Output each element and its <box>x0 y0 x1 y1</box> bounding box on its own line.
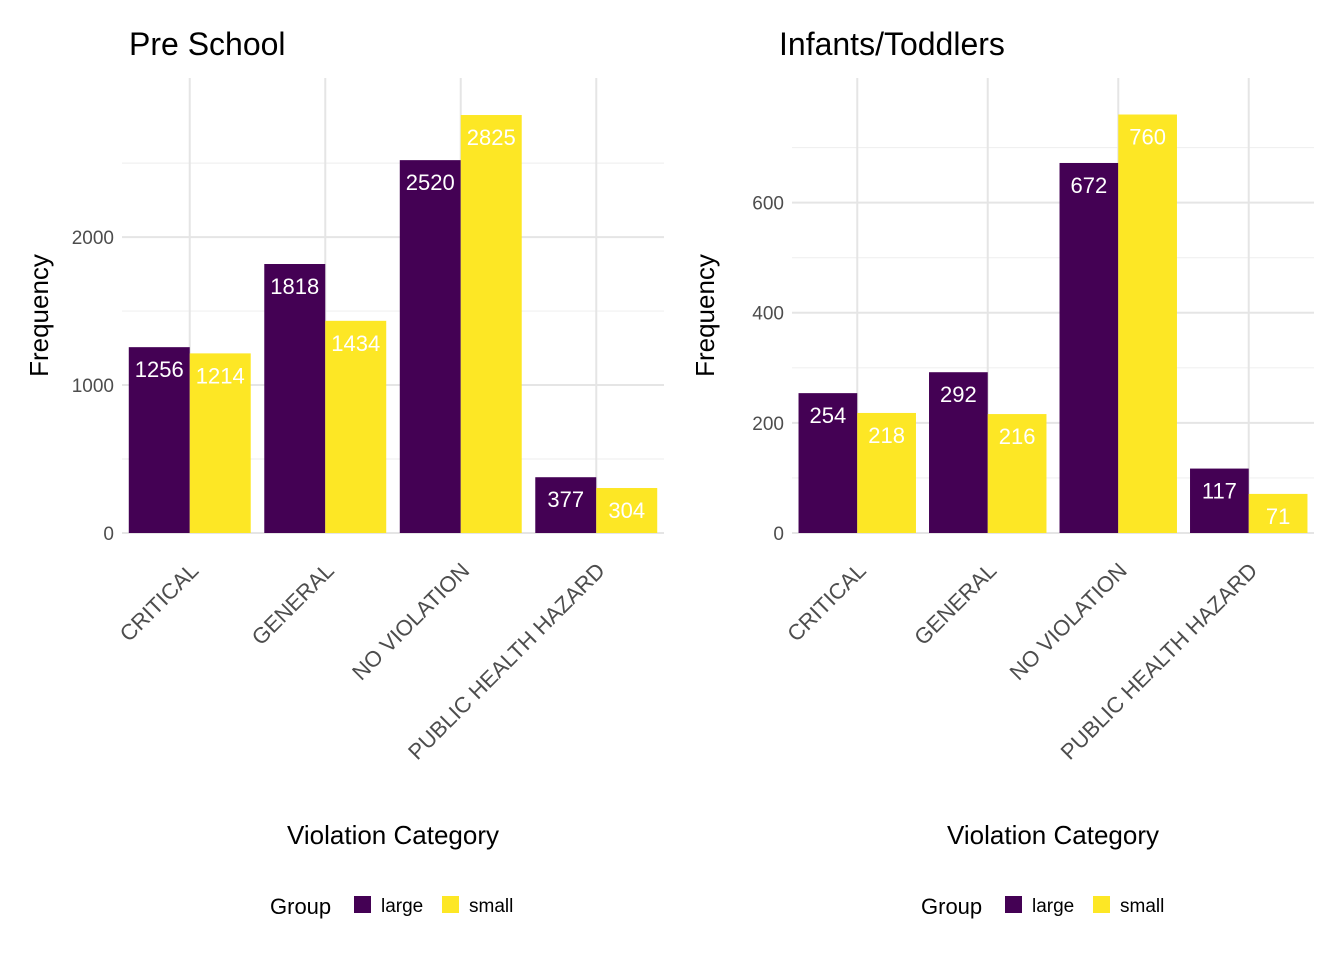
y-tick-label: 0 <box>103 524 114 545</box>
bar-small-4 <box>596 488 658 533</box>
bar-small-3 <box>1118 114 1177 534</box>
y-tick-label: 0 <box>773 524 784 545</box>
legend-title: Group <box>270 894 331 919</box>
y-tick-label: 400 <box>752 304 784 325</box>
bar-value-label: 760 <box>1129 125 1166 150</box>
bar-value-label: 1434 <box>331 331 380 356</box>
bar-value-label: 304 <box>608 498 645 523</box>
panel-title: Pre School <box>129 26 286 62</box>
bar-small-2 <box>325 320 387 533</box>
bar-small-2 <box>987 414 1047 533</box>
bar-value-label: 216 <box>999 424 1036 449</box>
x-tick-label: GENERAL <box>247 558 339 650</box>
x-tick-label: CRITICAL <box>782 558 871 647</box>
legend-swatch-large <box>1005 896 1022 913</box>
x-tick-label: CRITICAL <box>115 558 204 647</box>
x-tick-label: NO VIOLATION <box>1005 558 1132 685</box>
bar-value-label: 1214 <box>196 363 245 388</box>
bar-value-label: 2520 <box>406 170 455 195</box>
bar-small-3 <box>460 115 522 533</box>
x-tick-label: NO VIOLATION <box>347 558 474 685</box>
y-tick-label: 200 <box>752 414 784 435</box>
bar-value-label: 71 <box>1266 504 1290 529</box>
bar-value-label: 1256 <box>135 357 184 382</box>
bar-small-1 <box>189 353 251 533</box>
x-tick-label: GENERAL <box>909 558 1001 650</box>
legend-swatch-small <box>442 896 459 913</box>
bar-value-label: 117 <box>1202 479 1237 504</box>
bar-large-4 <box>1190 468 1249 533</box>
bar-large-2 <box>929 372 988 533</box>
legend-label-large: large <box>381 896 423 917</box>
bar-large-2 <box>264 264 326 533</box>
bar-large-3 <box>399 160 461 533</box>
bar-value-label: 2825 <box>467 125 516 150</box>
bar-large-1 <box>798 393 858 533</box>
legend-swatch-large <box>354 896 371 913</box>
panel-title: Infants/Toddlers <box>779 26 1005 62</box>
legend-label-small: small <box>1120 896 1164 917</box>
legend-title: Group <box>921 894 982 919</box>
bar-value-label: 218 <box>868 423 905 448</box>
y-tick-label: 1000 <box>72 376 114 397</box>
legend: Group large small <box>921 894 1164 919</box>
bar-small-4 <box>1248 493 1308 533</box>
bar-value-label: 254 <box>810 403 847 428</box>
bar-value-label: 377 <box>547 487 584 512</box>
bar-large-1 <box>128 347 190 533</box>
chart-panel-1: 0 1000 2000 1256 1818 2520 377 1214 1434 2825 304 C… <box>24 26 664 919</box>
x-axis-title: Violation Category <box>287 820 499 850</box>
legend: Group large small <box>270 894 513 919</box>
bar-value-label: 672 <box>1071 173 1108 198</box>
bar-large-3 <box>1059 162 1119 534</box>
legend-swatch-small <box>1093 896 1110 913</box>
bar-large-4 <box>535 477 597 533</box>
x-axis-title: Violation Category <box>947 820 1159 850</box>
legend-label-small: small <box>469 896 513 917</box>
legend-label-large: large <box>1032 896 1074 917</box>
bar-small-1 <box>857 412 916 533</box>
y-axis-title: Frequency <box>690 254 720 377</box>
bar-value-label: 1818 <box>270 274 319 299</box>
y-tick-label: 2000 <box>72 228 114 249</box>
y-tick-label: 600 <box>752 194 784 215</box>
chart-panel-2: 0 200 400 600 254 292 672 117 218 216 760 71 CRITICA… <box>690 26 1314 919</box>
y-axis-title: Frequency <box>24 254 54 377</box>
bar-value-label: 292 <box>940 382 977 407</box>
